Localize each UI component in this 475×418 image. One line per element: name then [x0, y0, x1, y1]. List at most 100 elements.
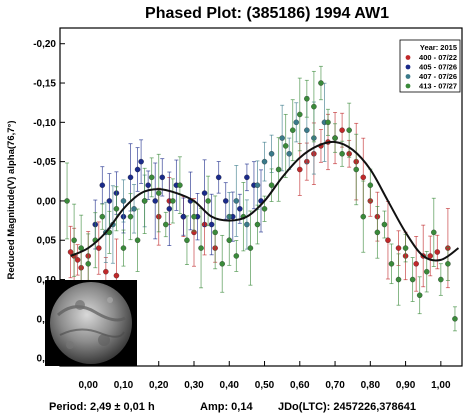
- data-point: [155, 190, 162, 196]
- data-point: [148, 174, 155, 181]
- data-point: [113, 272, 120, 279]
- data-point: [325, 119, 331, 126]
- data-point: [166, 206, 173, 212]
- data-point: [99, 182, 106, 188]
- data-point: [385, 237, 391, 243]
- asteroid-image: [45, 280, 137, 366]
- data-point: [275, 166, 282, 173]
- footer-amplitude: Amp: 0,14: [200, 401, 253, 413]
- data-point: [233, 253, 240, 259]
- data-point: [201, 190, 208, 196]
- data-point: [261, 206, 268, 212]
- x-tick-label: 0,10: [114, 380, 134, 391]
- data-point: [138, 158, 144, 165]
- data-point: [268, 182, 275, 188]
- y-tick-label: -0,05: [33, 157, 56, 168]
- y-tick-label: -0,10: [33, 118, 56, 129]
- data-point: [208, 221, 215, 228]
- data-point: [374, 229, 381, 236]
- data-point: [71, 237, 77, 243]
- data-point: [198, 245, 204, 251]
- data-point: [367, 182, 374, 188]
- x-tick-label: 0,90: [396, 380, 416, 391]
- data-point: [96, 245, 102, 251]
- data-point: [152, 198, 158, 204]
- data-point: [237, 206, 243, 212]
- data-point: [413, 261, 419, 267]
- data-point: [120, 198, 127, 204]
- legend-marker: [405, 74, 411, 79]
- data-point: [339, 127, 345, 133]
- data-point: [103, 268, 109, 275]
- legend-title: Year: 2015: [420, 43, 457, 52]
- data-point: [452, 316, 458, 322]
- data-point: [402, 245, 409, 251]
- data-point: [293, 119, 300, 126]
- data-point: [113, 206, 120, 212]
- data-point: [170, 198, 176, 204]
- data-point: [219, 261, 225, 267]
- data-point: [297, 166, 303, 173]
- data-point: [297, 111, 303, 118]
- x-tick-label: 0,60: [290, 380, 310, 391]
- data-point: [388, 261, 395, 267]
- legend-marker: [405, 55, 411, 60]
- data-point: [85, 261, 91, 267]
- data-point: [247, 245, 254, 251]
- data-point: [346, 127, 352, 133]
- data-point: [222, 198, 229, 204]
- data-point: [226, 237, 233, 243]
- legend-marker: [405, 83, 411, 89]
- y-tick-label: -0,20: [33, 39, 56, 50]
- legend-item: 407 - 07/26: [419, 72, 457, 81]
- data-point: [134, 237, 141, 243]
- x-tick-label: 0,80: [361, 380, 381, 391]
- data-point: [360, 213, 367, 220]
- legend-item: 413 - 07/27: [419, 82, 457, 91]
- footer-jdo: JDo(LTC): 2457226,378641: [278, 401, 416, 413]
- data-point: [395, 245, 402, 251]
- y-tick-label: 0,05: [37, 236, 57, 247]
- data-point: [145, 182, 151, 188]
- series-4: [64, 65, 458, 332]
- legend-item: 400 - 07/22: [419, 53, 457, 62]
- data-point: [244, 174, 250, 181]
- data-point: [233, 198, 240, 204]
- data-point: [434, 249, 441, 255]
- data-point: [438, 276, 444, 283]
- data-point: [127, 174, 134, 181]
- data-point: [64, 198, 70, 204]
- data-point: [381, 221, 388, 228]
- data-point: [423, 268, 430, 275]
- legend-marker: [405, 64, 411, 70]
- data-point: [360, 174, 367, 181]
- data-point: [127, 213, 134, 220]
- data-point: [289, 127, 296, 133]
- x-tick-label: 1,00: [431, 380, 451, 391]
- data-point: [163, 221, 169, 228]
- y-tick-label: 0,00: [37, 196, 57, 207]
- data-point: [74, 257, 81, 263]
- data-point: [184, 237, 190, 243]
- data-point: [141, 198, 148, 204]
- footer: Period: 2,49 ± 0,01 h Amp: 0,14 JDo(LTC)…: [49, 401, 416, 413]
- data-point: [215, 174, 222, 181]
- data-point: [99, 213, 106, 220]
- x-tick-label: 0,70: [325, 380, 345, 391]
- data-point: [268, 151, 275, 157]
- data-point: [427, 253, 434, 259]
- legend-item: 405 - 07/26: [419, 63, 457, 72]
- data-point: [191, 213, 197, 220]
- data-point: [395, 276, 402, 283]
- data-point: [311, 103, 317, 110]
- data-point: [120, 245, 127, 251]
- chart-title: Phased Plot: (385186) 1994 AW1: [145, 5, 389, 22]
- y-tick-label: -0,15: [33, 79, 56, 90]
- data-point: [304, 127, 310, 133]
- x-tick-label: 0,00: [78, 380, 98, 391]
- data-point: [180, 213, 187, 220]
- data-point: [353, 166, 359, 173]
- x-tick-label: 0,40: [220, 380, 240, 391]
